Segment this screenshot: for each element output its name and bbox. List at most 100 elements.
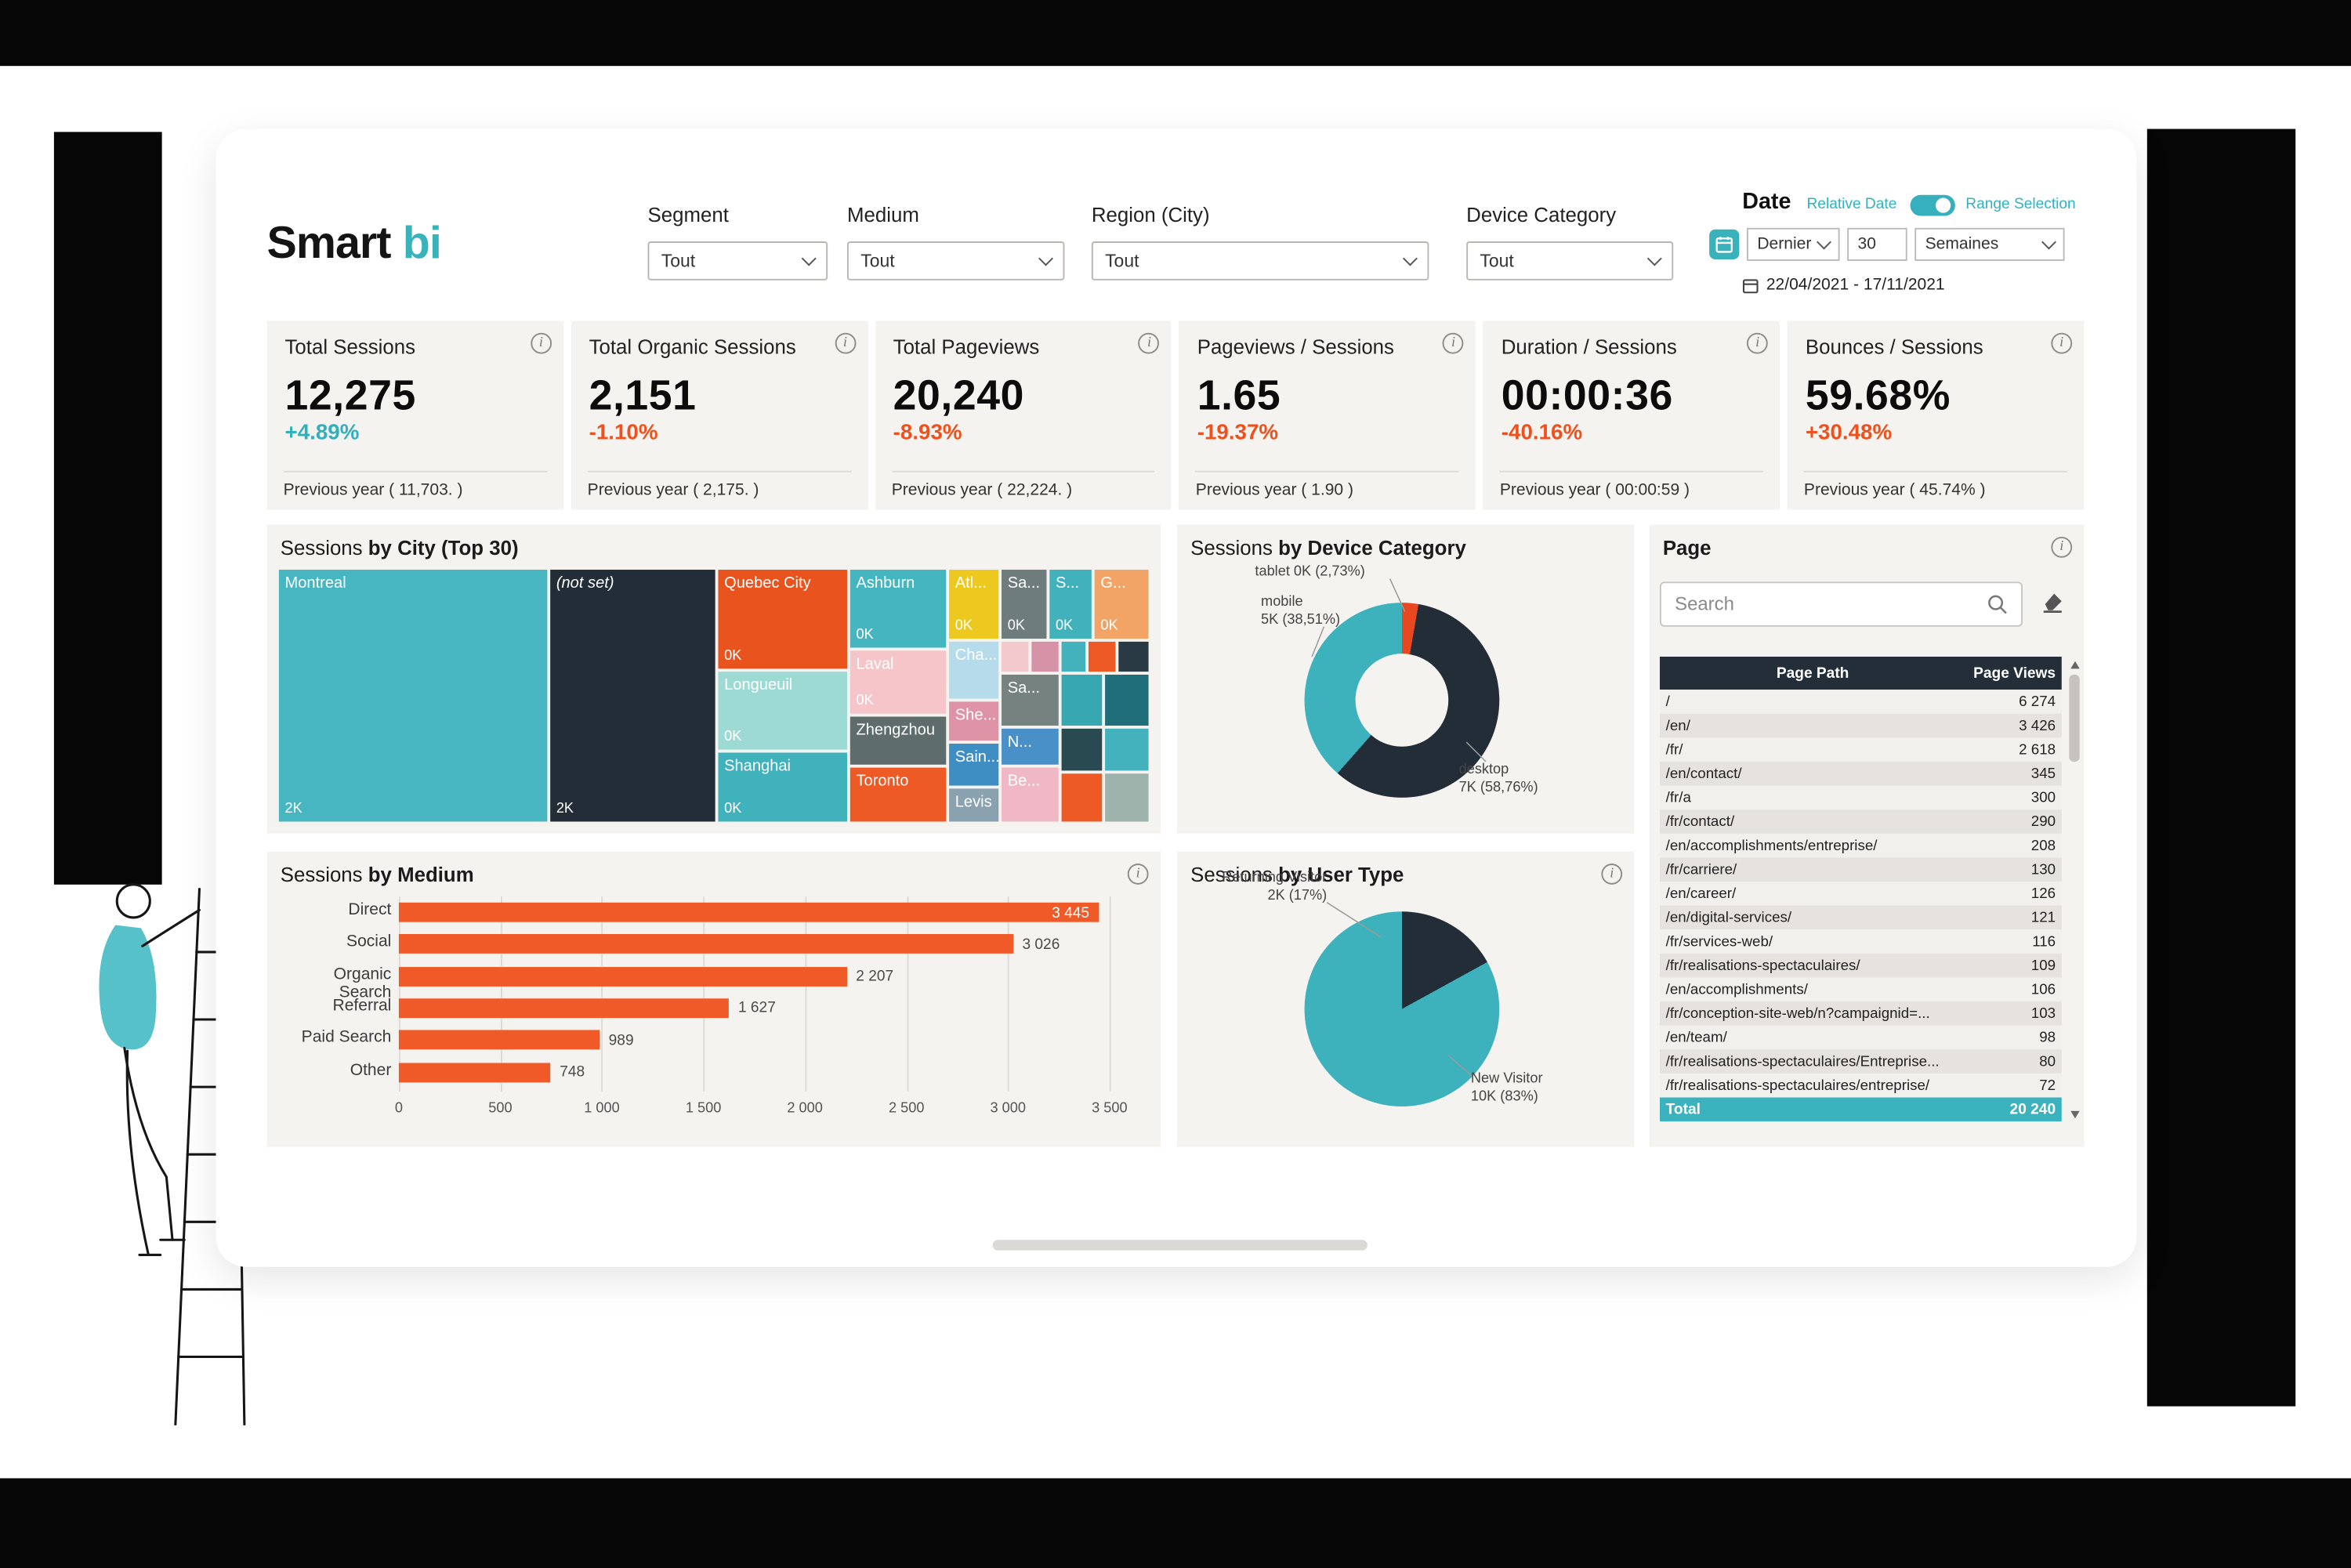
- treemap-block[interactable]: S... 0K: [1049, 570, 1092, 639]
- table-row[interactable]: /fr/a 300: [1659, 785, 2062, 810]
- bar[interactable]: [398, 1062, 551, 1082]
- table-row[interactable]: /fr/realisations-spectaculaires/109: [1659, 953, 2062, 978]
- treemap-block[interactable]: Cha...: [949, 641, 999, 699]
- relative-date-label[interactable]: Relative Date: [1806, 196, 1897, 213]
- treemap-block[interactable]: Longueuil 0K: [718, 672, 847, 750]
- info-icon[interactable]: [1747, 332, 1769, 354]
- card-title: Page: [1662, 536, 1712, 559]
- treemap-block[interactable]: [1089, 641, 1116, 672]
- treemap-block[interactable]: Zhengzhou: [849, 716, 947, 765]
- search-input[interactable]: Search: [1659, 581, 2023, 627]
- table-row[interactable]: /en/3 426: [1659, 713, 2062, 738]
- treemap-block[interactable]: Shanghai 0K: [718, 752, 847, 822]
- treemap-block[interactable]: [1105, 674, 1149, 726]
- sessions-by-device-card: Sessions by Device Category tablet 0K (2…: [1176, 524, 1635, 834]
- period-unit-dropdown[interactable]: Semaines: [1914, 227, 2065, 261]
- scroll-up-icon[interactable]: [2066, 657, 2082, 672]
- table-scrollbar[interactable]: [2066, 657, 2082, 1121]
- table-row[interactable]: /fr/2 618: [1659, 737, 2062, 762]
- logo-bi: bi: [402, 219, 442, 269]
- treemap-block[interactable]: [1061, 728, 1103, 771]
- treemap-block[interactable]: [1105, 773, 1149, 822]
- treemap-block[interactable]: Atl... 0K: [949, 570, 999, 639]
- treemap-block[interactable]: [1031, 641, 1059, 672]
- clear-selections-icon[interactable]: [2041, 589, 2065, 614]
- treemap-block[interactable]: [1061, 773, 1103, 822]
- chevron-down-icon: [801, 251, 817, 266]
- kpi-delta: -1.10%: [589, 421, 658, 446]
- cell-page-path: /en/contact/: [1665, 765, 1742, 782]
- bar[interactable]: [398, 934, 1013, 954]
- table-row[interactable]: / 6 274: [1659, 690, 2062, 714]
- treemap-block[interactable]: [1118, 641, 1149, 672]
- treemap-block[interactable]: She...: [949, 701, 999, 741]
- treemap-block[interactable]: Levis: [949, 788, 999, 822]
- segment-dropdown[interactable]: Tout: [647, 241, 828, 281]
- scrollbar-thumb[interactable]: [2069, 674, 2080, 762]
- table-row[interactable]: /en/accomplishments/entreprise/208: [1659, 833, 2062, 858]
- input-value: 30: [1857, 235, 1876, 254]
- table-row[interactable]: /fr/contact/290: [1659, 809, 2062, 834]
- info-icon[interactable]: [1139, 332, 1160, 354]
- table-row[interactable]: /fr/realisations-spectaculaires/Entrepri…: [1659, 1049, 2062, 1074]
- treemap-block[interactable]: Sa... 0K: [1002, 570, 1047, 639]
- table-row[interactable]: /en/digital-services/121: [1659, 905, 2062, 930]
- treemap-block[interactable]: Sain...: [949, 743, 999, 786]
- treemap-block[interactable]: G... 0K: [1094, 570, 1149, 639]
- scroll-down-icon[interactable]: [2066, 1106, 2082, 1121]
- range-selection-label[interactable]: Range Selection: [1965, 196, 2076, 213]
- period-type-dropdown[interactable]: Dernier: [1746, 227, 1840, 261]
- cell-page-path: /fr/services-web/: [1665, 933, 1773, 951]
- kpi-row: Total Sessions 12,275 +4.89% Previous year …: [266, 320, 2085, 510]
- bar-value-label: 3 445: [1052, 904, 1090, 922]
- table-row[interactable]: /en/team/98: [1659, 1025, 2062, 1050]
- dropdown-value: Dernier: [1757, 235, 1812, 254]
- treemap-block[interactable]: Be...: [1002, 767, 1059, 822]
- kpi-title: Total Pageviews: [893, 335, 1040, 359]
- scrollbar-track[interactable]: [2066, 672, 2082, 1106]
- treemap-block[interactable]: [1105, 728, 1149, 771]
- info-icon[interactable]: [530, 332, 552, 354]
- calendar-icon[interactable]: [1709, 229, 1740, 259]
- table-row[interactable]: /fr/conception-site-web/n?campaignid=...…: [1659, 1001, 2062, 1026]
- bar[interactable]: [398, 902, 1099, 922]
- info-icon[interactable]: [1127, 864, 1149, 885]
- treemap-block[interactable]: [1061, 641, 1086, 672]
- table-row[interactable]: /en/career/126: [1659, 882, 2062, 906]
- treemap-block[interactable]: Montreal 2K: [278, 570, 548, 822]
- treemap-block[interactable]: Laval 0K: [849, 650, 947, 714]
- calendar-small-icon: [1742, 278, 1759, 293]
- info-icon[interactable]: [1443, 332, 1464, 354]
- treemap-block[interactable]: Ashburn 0K: [849, 570, 947, 648]
- device-category-dropdown[interactable]: Tout: [1466, 241, 1674, 281]
- info-icon[interactable]: [2051, 332, 2073, 354]
- table-row[interactable]: /fr/realisations-spectaculaires/entrepri…: [1659, 1073, 2062, 1098]
- column-header-path[interactable]: Page Path: [1776, 664, 1849, 682]
- table-row[interactable]: /fr/carriere/130: [1659, 857, 2062, 882]
- medium-dropdown[interactable]: Tout: [846, 241, 1065, 281]
- date-mode-toggle[interactable]: [1910, 194, 1955, 216]
- table-row[interactable]: /fr/services-web/116: [1659, 929, 2062, 954]
- info-icon[interactable]: [1601, 864, 1623, 885]
- bar-category-label: Social: [346, 932, 392, 951]
- trackpad-hint: [992, 1240, 1367, 1251]
- info-icon[interactable]: [835, 332, 856, 354]
- treemap-block[interactable]: Sa...: [1002, 674, 1059, 726]
- treemap-block[interactable]: [1002, 641, 1029, 672]
- treemap-block[interactable]: Quebec City 0K: [718, 570, 847, 669]
- bar[interactable]: [398, 966, 847, 987]
- info-icon[interactable]: [2051, 536, 2073, 558]
- treemap-block[interactable]: (not set) 2K: [550, 570, 715, 822]
- sessions-by-user-type-card: Sessions by User Type Returning Visitor2…: [1176, 851, 1635, 1147]
- table-header[interactable]: Page Path Page Views: [1659, 657, 2062, 690]
- bar[interactable]: [398, 998, 730, 1018]
- treemap-block[interactable]: [1061, 674, 1103, 726]
- treemap-block[interactable]: N...: [1002, 728, 1059, 765]
- column-header-views[interactable]: Page Views: [1973, 664, 2056, 682]
- period-count-input[interactable]: 30: [1847, 227, 1907, 261]
- table-row[interactable]: /en/contact/345: [1659, 761, 2062, 786]
- table-row[interactable]: /en/accomplishments/106: [1659, 977, 2062, 1002]
- treemap-block[interactable]: Toronto: [849, 767, 947, 822]
- region-dropdown[interactable]: Tout: [1091, 241, 1429, 281]
- bar[interactable]: [398, 1030, 600, 1050]
